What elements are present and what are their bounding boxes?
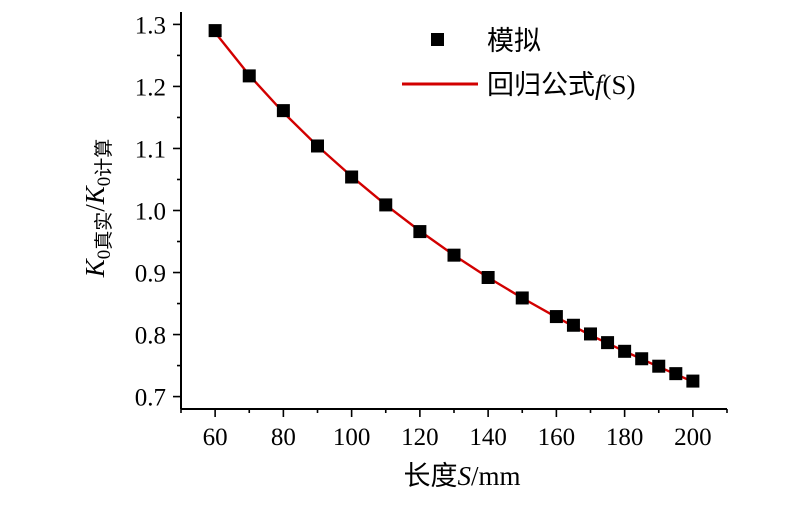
x-tick-labels: 60 80 100 120 140 160 180 200 [203,424,712,451]
data-point [584,327,597,341]
y-tick-labels: 0.7 0.8 0.9 1.0 1.1 1.2 1.3 [135,12,166,411]
data-point [618,344,632,358]
data-point [566,318,580,332]
y-tick-label: 1.0 [135,199,166,226]
x-axis-title-prefix: 长度 [403,461,457,491]
data-point [669,367,683,381]
legend-marker-simulation [431,33,444,46]
data-point [379,198,393,212]
x-axis-title-symbol: S [457,461,471,491]
data-point [242,69,256,83]
x-tick-label: 200 [674,424,712,451]
data-point [601,336,615,350]
y-tick-label: 0.8 [135,323,166,350]
x-tick-label: 60 [203,424,228,451]
data-point [276,104,290,118]
x-tick-label: 180 [606,424,644,451]
x-axis-title-suffix: /mm [471,461,521,491]
data-point [311,139,324,153]
data-point [652,359,666,373]
axes [180,12,727,410]
data-point [686,374,700,388]
data-point [635,352,649,366]
data-point [208,24,222,38]
y-tick-label: 1.1 [135,136,166,163]
x-tick-label: 120 [401,424,439,451]
legend-label-regression-symbol: f [595,70,606,100]
legend: 模拟 回归公式f(S) [402,26,636,100]
legend-label-regression: 回归公式f(S) [487,70,636,100]
simulation-series [208,24,700,388]
data-point [549,310,563,324]
y-axis-title-k1: K [80,257,110,278]
data-point [447,248,461,262]
y-tick-label: 1.2 [135,74,166,101]
data-point [413,225,427,239]
legend-label-simulation: 模拟 [487,26,541,56]
data-point [481,270,495,284]
x-axis-title: 长度S/mm [403,461,520,491]
ticks [173,23,728,417]
y-axis-title-sub1: 0真实 [93,212,115,260]
x-tick-label: 160 [538,424,576,451]
y-tick-label: 0.7 [135,385,166,412]
y-axis-title-k2: K [80,184,110,205]
y-axis-title-slash: / [80,204,110,212]
y-axis-title: K0真实/K0计算 [80,139,115,279]
y-tick-label: 1.3 [135,12,166,39]
legend-label-regression-text: 回归公式 [487,70,595,100]
data-point [345,170,359,184]
data-point [515,291,529,305]
x-tick-label: 140 [469,424,507,451]
y-axis-title-sub2: 0计算 [93,139,115,187]
y-tick-label: 0.9 [135,261,166,288]
legend-label-regression-suffix: (S) [603,70,636,100]
x-tick-label: 80 [271,424,296,451]
x-tick-label: 100 [333,424,371,451]
